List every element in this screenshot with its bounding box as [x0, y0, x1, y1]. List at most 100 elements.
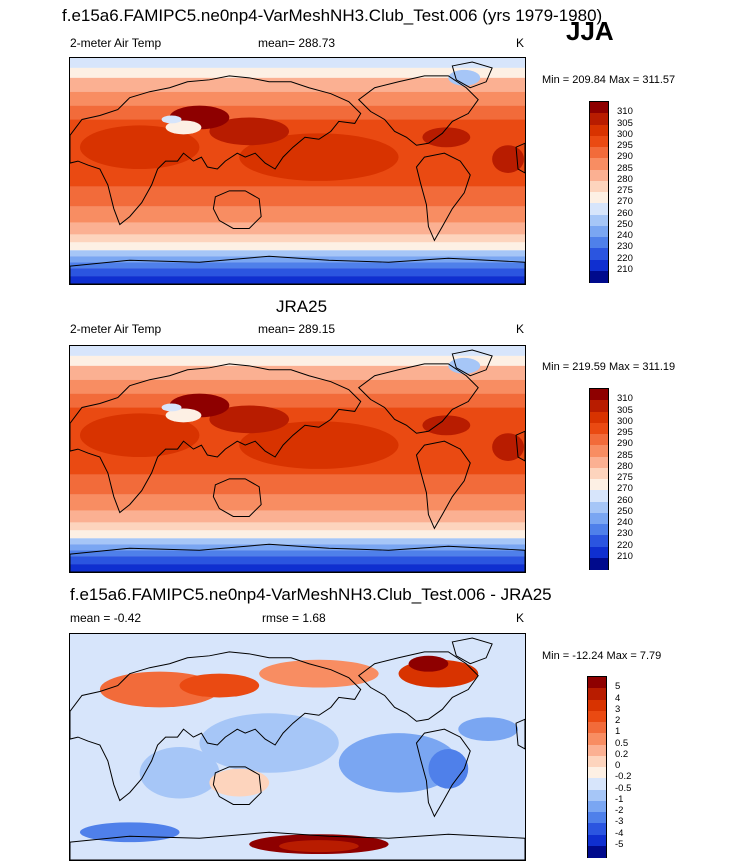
panel2-max-label: Max = — [609, 361, 640, 373]
colorbar-tick-label: -3 — [615, 816, 624, 828]
colorbar-tick-label: -4 — [615, 827, 624, 839]
colorbar-swatch — [590, 546, 608, 559]
season-label: JJA — [566, 16, 614, 46]
panel2-map — [69, 345, 526, 573]
colorbar-tick-label: 295 — [617, 140, 633, 151]
coastline — [70, 543, 525, 572]
map-field-blob — [199, 713, 339, 773]
colorbar-tick-label: 295 — [617, 427, 633, 438]
colorbar-swatch — [588, 834, 606, 847]
colorbar-swatch — [590, 411, 608, 424]
panel2-max-value: 311.19 — [642, 361, 676, 373]
colorbar-tick-label: 275 — [617, 185, 633, 196]
panel1-variable: 2-meter Air Temp — [70, 36, 162, 50]
coastline — [212, 766, 262, 805]
map-band — [70, 67, 525, 78]
map-svg — [70, 634, 525, 860]
map-field-blob — [422, 127, 471, 148]
colorbar-tick-label: -0.2 — [615, 771, 632, 783]
colorbar-swatch — [590, 102, 608, 114]
colorbar-tick-label: 0.5 — [615, 737, 629, 749]
colorbar-tick-label: 3 — [615, 703, 621, 715]
colorbar-tick-label: 5 — [615, 681, 621, 693]
coastline — [70, 831, 525, 860]
coastline — [515, 142, 525, 174]
panel3-max-label: Max = — [606, 650, 637, 662]
map-field-blob — [209, 405, 290, 434]
panel2-variable: 2-meter Air Temp — [70, 322, 162, 336]
colorbar-tick-label: 210 — [617, 550, 633, 562]
panel2-minmax: Min = 219.59 Max = 311.19 — [542, 361, 675, 373]
colorbar-swatch — [590, 389, 608, 401]
map-band — [70, 355, 525, 366]
map-band — [70, 250, 525, 257]
map-band — [70, 544, 525, 551]
map-band — [70, 393, 525, 408]
colorbar-swatch — [590, 169, 608, 182]
coastline — [357, 363, 479, 434]
map-field-blob — [492, 145, 525, 173]
colorbar-tick-label: 0.2 — [615, 748, 629, 760]
map-band — [70, 242, 525, 251]
coastline — [415, 728, 471, 818]
colorbar-tick-label: 300 — [617, 415, 633, 427]
colorbar-swatch — [588, 755, 606, 768]
colorbar-tick-label: 280 — [617, 460, 633, 472]
panel3-colorbar — [587, 676, 607, 858]
colorbar-swatch — [590, 524, 608, 536]
panel2-mean-label: mean= — [258, 322, 296, 336]
map-field-blob — [239, 421, 399, 469]
panel3-title: f.e15a6.FAMIPC5.ne0np4-VarMeshNH3.Club_T… — [70, 585, 552, 604]
colorbar-swatch — [590, 501, 608, 514]
colorbar-swatch — [590, 237, 608, 249]
panel1-minmax: Min = 209.84 Max = 311.57 — [542, 74, 675, 86]
map-field-blob — [79, 125, 200, 170]
colorbar-swatch — [590, 270, 608, 283]
colorbar-swatch — [590, 434, 608, 446]
colorbar-swatch — [590, 225, 608, 238]
map-band — [70, 564, 525, 572]
colorbar-swatch — [588, 688, 606, 700]
panel3-mean: mean = -0.42 — [70, 611, 141, 625]
colorbar-tick-label: 305 — [617, 117, 633, 129]
map-field-blob — [165, 120, 202, 135]
map-field-blob — [139, 747, 220, 799]
map-svg — [70, 346, 525, 572]
map-band — [70, 105, 525, 120]
map-field-blob — [492, 433, 525, 461]
colorbar-swatch — [590, 248, 608, 260]
colorbar-tick-label: 310 — [617, 106, 633, 118]
colorbar-swatch — [590, 456, 608, 469]
colorbar-tick-label: 305 — [617, 404, 633, 416]
colorbar-tick-label: 250 — [617, 218, 633, 230]
map-field-blob — [209, 117, 290, 146]
colorbar-tick-label: 285 — [617, 449, 633, 461]
colorbar-tick-label: 290 — [617, 438, 633, 450]
panel2-mean-value: 289.15 — [298, 322, 336, 336]
panel3-max-value: 7.79 — [639, 650, 662, 662]
map-band — [70, 494, 525, 511]
map-band — [70, 186, 525, 207]
coastline — [70, 75, 362, 226]
map-field-blob — [79, 413, 200, 458]
panel1-max-value: 311.57 — [642, 74, 676, 86]
coastline — [357, 651, 479, 722]
colorbar-tick-label: 0 — [615, 760, 621, 771]
colorbar-swatch — [590, 422, 608, 435]
panel1-max-label: Max = — [609, 74, 640, 86]
coastline — [415, 152, 471, 242]
coastline — [70, 255, 525, 284]
colorbar-tick-label: 310 — [617, 393, 633, 405]
colorbar-tick-label: 285 — [617, 162, 633, 174]
colorbar-tick-label: 290 — [617, 151, 633, 163]
colorbar-swatch — [588, 823, 606, 835]
panel1-mean-value: 288.73 — [298, 36, 336, 50]
colorbar-tick-label: 260 — [617, 207, 633, 219]
colorbar-tick-label: 1 — [615, 726, 621, 738]
colorbar-tick-label: 300 — [617, 128, 633, 140]
map-field-blob — [428, 748, 469, 789]
panel3-min-label: Min = — [542, 650, 570, 662]
panel2-min-label: Min = — [542, 361, 570, 373]
panel1-colorbar — [589, 101, 609, 283]
colorbar-swatch — [590, 147, 608, 159]
